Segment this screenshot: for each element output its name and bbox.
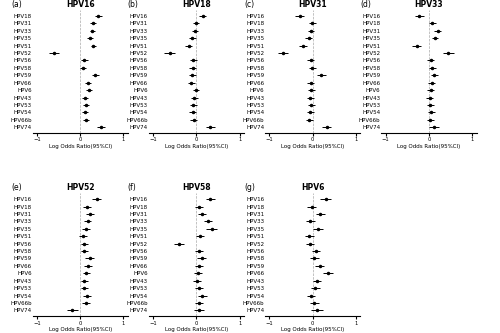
X-axis label: Log Odds Ratio(95%CI): Log Odds Ratio(95%CI) xyxy=(165,144,228,149)
Text: (a): (a) xyxy=(12,0,22,9)
Title: HPV52: HPV52 xyxy=(66,183,94,192)
Title: HPV6: HPV6 xyxy=(301,183,324,192)
Title: HPV31: HPV31 xyxy=(298,0,327,9)
Text: (g): (g) xyxy=(244,183,255,192)
X-axis label: Log Odds Ratio(95%CI): Log Odds Ratio(95%CI) xyxy=(281,327,344,332)
Title: HPV18: HPV18 xyxy=(182,0,211,9)
Text: (b): (b) xyxy=(128,0,138,9)
X-axis label: Log Odds Ratio(95%CI): Log Odds Ratio(95%CI) xyxy=(48,327,112,332)
Text: (c): (c) xyxy=(244,0,254,9)
Text: (f): (f) xyxy=(128,183,136,192)
Title: HPV16: HPV16 xyxy=(66,0,94,9)
X-axis label: Log Odds Ratio(95%CI): Log Odds Ratio(95%CI) xyxy=(165,327,228,332)
X-axis label: Log Odds Ratio(95%CI): Log Odds Ratio(95%CI) xyxy=(281,144,344,149)
X-axis label: Log Odds Ratio(95%CI): Log Odds Ratio(95%CI) xyxy=(48,144,112,149)
Title: HPV58: HPV58 xyxy=(182,183,210,192)
X-axis label: Log Odds Ratio(95%CI): Log Odds Ratio(95%CI) xyxy=(398,144,460,149)
Title: HPV33: HPV33 xyxy=(414,0,443,9)
Text: (e): (e) xyxy=(12,183,22,192)
Text: (d): (d) xyxy=(360,0,371,9)
